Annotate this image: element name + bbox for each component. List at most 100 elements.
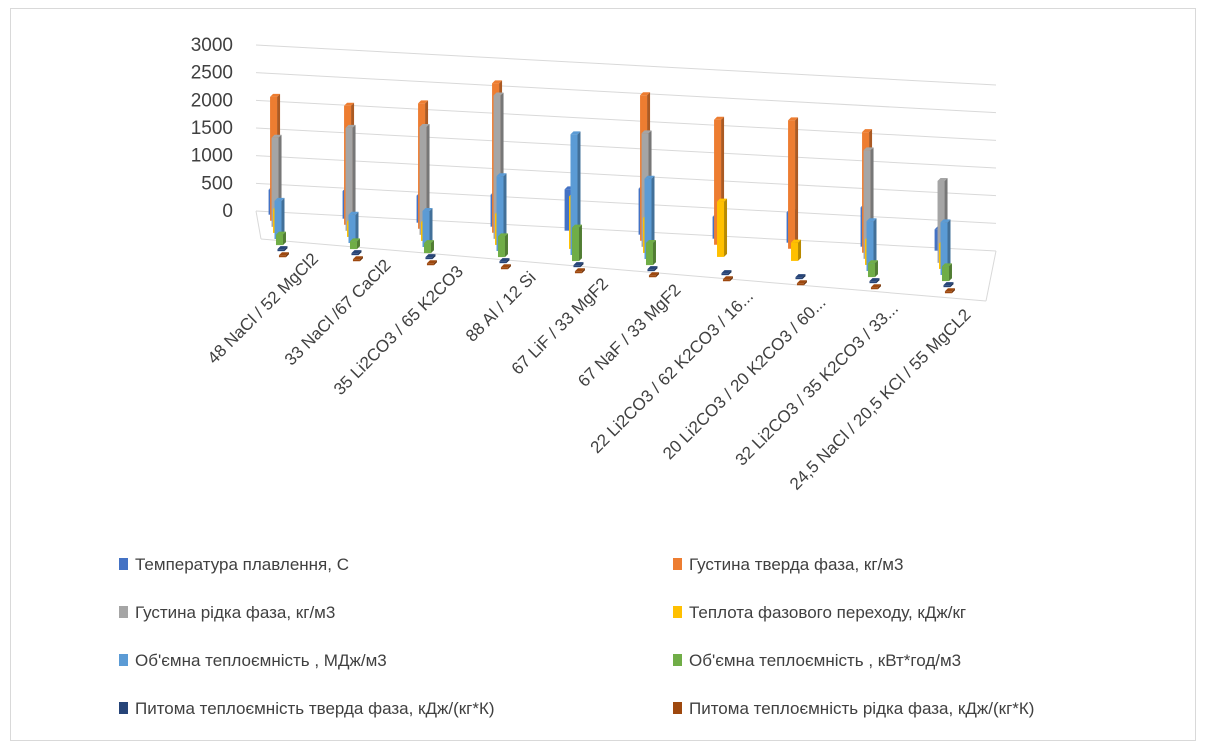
bar-side [358, 250, 362, 256]
bar [937, 180, 945, 263]
bar-top [870, 284, 881, 288]
legend-swatch [673, 558, 682, 570]
bar [943, 285, 951, 288]
bar [717, 201, 725, 257]
bar-top [496, 173, 507, 177]
bar-side [795, 117, 799, 249]
bar-side [352, 124, 356, 231]
legend-swatch [673, 606, 682, 618]
bar-top [499, 258, 510, 262]
bar [721, 273, 729, 276]
bar [869, 281, 877, 284]
bar [499, 261, 507, 264]
y-tick-label: 0 [222, 201, 233, 222]
bar-top [937, 177, 948, 181]
bar-top [418, 100, 429, 104]
bar [866, 221, 874, 271]
y-tick-label: 2000 [191, 90, 233, 111]
y-tick-label: 2500 [191, 63, 233, 84]
bar-top [714, 116, 725, 120]
bar-top [721, 270, 732, 274]
gridlines [255, 44, 997, 302]
bar-top [274, 197, 285, 201]
bar-side [503, 173, 507, 251]
bar-top [866, 218, 877, 222]
category-label: 22 Li2CO3 / 62 K2CO3 / 16... [587, 287, 757, 457]
bar-top [571, 224, 582, 228]
bar [493, 95, 501, 239]
bar [425, 257, 433, 260]
bar-top [497, 233, 508, 237]
bar-top [641, 130, 652, 134]
legend-label: Густина рідка фаза, кг/м3 [135, 603, 335, 622]
bar [647, 269, 655, 272]
bar-top [644, 175, 655, 179]
bar-top [271, 134, 282, 138]
legend-swatch [119, 558, 128, 570]
bar-top [351, 250, 362, 254]
gridline [255, 44, 997, 86]
bar-top [788, 117, 799, 121]
legend-label: Об'ємна теплоємність , кВт*год/м3 [689, 651, 961, 670]
bar [278, 255, 286, 258]
bar-side [951, 288, 955, 294]
bar-side [504, 233, 508, 258]
bar-side [729, 276, 733, 282]
bar-side [285, 252, 289, 258]
bar-side [950, 282, 954, 288]
bar-top [493, 92, 504, 96]
legend-swatch [119, 606, 128, 618]
bar-top [795, 274, 806, 278]
y-tick-label: 1500 [191, 118, 233, 139]
bar [571, 227, 579, 262]
bar-side [578, 224, 582, 262]
bar-top [277, 246, 288, 250]
bar [349, 241, 357, 250]
category-label: 20 Li2CO3 / 20 K2CO3 / 60... [659, 293, 829, 463]
legend-swatch [119, 702, 128, 714]
bar-top [647, 266, 658, 270]
legend-label: Питома теплоємність тверда фаза, кДж/(кг… [135, 699, 495, 718]
bar [423, 243, 431, 254]
bar-top [640, 92, 651, 96]
bar-side [433, 260, 437, 266]
bar [645, 242, 653, 266]
bar [714, 119, 722, 245]
bar [870, 287, 878, 290]
bar-side [282, 231, 286, 246]
bar-side [430, 240, 434, 254]
bar [644, 178, 652, 259]
bars [268, 80, 955, 294]
bar-top [722, 276, 733, 280]
bar-top [862, 129, 873, 133]
bar [863, 150, 871, 259]
bar-top [492, 80, 503, 84]
bar-side [728, 270, 732, 276]
bar [944, 291, 952, 294]
bar-top [648, 272, 659, 276]
bar-top [943, 282, 954, 286]
y-tick-label: 500 [201, 173, 233, 194]
bar [352, 259, 360, 262]
bar-top [426, 260, 437, 264]
category-label: 32 Li2CO3 / 35 K2CO3 / 33... [732, 299, 902, 469]
bar [564, 189, 572, 231]
bar-top [344, 102, 355, 106]
bar-top [348, 211, 359, 215]
bar-side [651, 175, 655, 259]
bar-side [506, 258, 510, 264]
bar [351, 253, 359, 256]
bar-top [570, 131, 581, 135]
bar [277, 249, 285, 252]
bar-side [802, 274, 806, 280]
bar-side [507, 264, 511, 270]
bar [867, 263, 875, 278]
bar-side [877, 284, 881, 290]
bar [791, 242, 799, 261]
bar-top [275, 231, 286, 235]
bar-side [652, 239, 656, 266]
bar [422, 211, 430, 247]
legend-swatch [119, 654, 128, 666]
bar [722, 279, 730, 282]
bar-top [349, 238, 360, 242]
